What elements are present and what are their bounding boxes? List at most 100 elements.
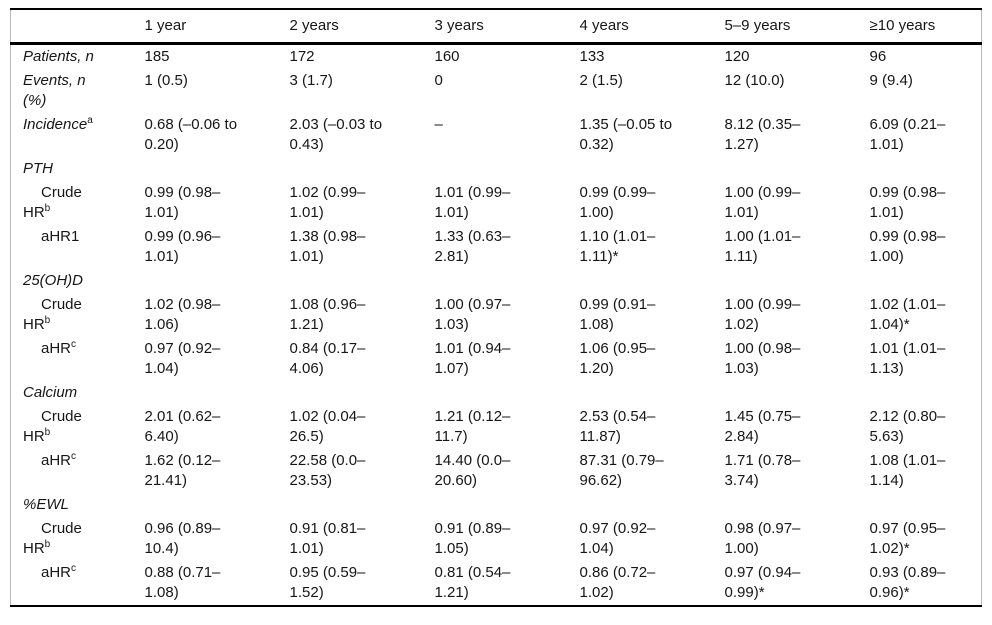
table-row: PTH [11,157,982,181]
footnote-marker: b [44,539,51,550]
data-cell: 160 [434,48,460,65]
row-label: Crude HR [23,296,82,333]
data-cell [143,493,288,517]
data-cell: 133 [579,48,605,65]
data-cell: 0.97 (0.95–1.02)* [869,520,946,557]
row-label-cell: aHRc [11,561,143,606]
row-label: %EWL [23,496,69,513]
data-cell: 1.45 (0.75–2.84) [724,408,801,445]
data-cell: 1.21 (0.12–11.7) [434,408,511,445]
data-cell: 0.98 (0.97–1.00) [724,520,801,557]
row-label: Events, n (%) [23,72,86,109]
data-cell: 1.00 (0.99–1.02) [724,296,801,333]
table-row: %EWL [11,493,982,517]
data-cell: 0.99 (0.98–1.01) [144,184,221,221]
data-cell: 0.68 (–0.06 to 0.20) [144,116,238,153]
row-label-cell: Crude HRb [11,517,143,561]
data-cell: 172 [289,48,315,65]
data-cell: 2.12 (0.80–5.63) [869,408,946,445]
row-label: Calcium [23,384,78,401]
data-cell: 0.99 (0.91–1.08) [579,296,656,333]
row-label-header [11,9,143,44]
table-row: Crude HRb 2.01 (0.62–6.40) 1.02 (0.04–26.5… [11,405,982,449]
row-label-cell: Incidencea [11,113,143,157]
data-cell [288,493,433,517]
data-cell [868,157,982,181]
row-label-cell: PTH [11,157,143,181]
table-row: Incidencea 0.68 (–0.06 to 0.20) 2.03 (–0.0… [11,113,982,157]
data-cell: 0.91 (0.81–1.01) [289,520,366,557]
data-cell: 1.35 (–0.05 to 0.32) [579,116,673,153]
data-cell: 0.93 (0.89–0.96)* [869,564,946,601]
table-body: Patients, n 185 172 160 133 120 96 Events, n (%… [11,44,982,607]
data-cell: 6.09 (0.21–1.01) [869,116,946,153]
data-cell [288,157,433,181]
header-row: 1 year 2 years 3 years 4 years 5–9 years ≥10 … [10,9,982,44]
data-cell [143,157,288,181]
column-header: 1 year [144,17,187,34]
row-label: PTH [23,160,53,177]
row-label-cell: Crude HRb [11,405,143,449]
data-cell: 22.58 (0.0–23.53) [289,452,366,489]
table-row: Crude HRb 0.99 (0.98–1.01) 1.02 (0.99–1.01… [11,181,982,225]
table-header: 1 year 2 years 3 years 4 years 5–9 years ≥10 … [10,9,982,44]
row-label-cell: 25(OH)D [11,269,143,293]
data-cell [723,269,868,293]
data-cell [578,269,723,293]
data-cell: 0.97 (0.92–1.04) [579,520,656,557]
data-cell: 120 [724,48,750,65]
column-header: 2 years [289,17,339,34]
data-cell [578,381,723,405]
row-label: aHR [41,452,72,469]
data-cell: 0.88 (0.71–1.08) [144,564,221,601]
data-cell [868,269,982,293]
data-cell: 0.97 (0.92–1.04) [144,340,221,377]
footnote-marker: b [44,427,51,438]
table-row: Calcium [11,381,982,405]
table-row: Crude HRb 0.96 (0.89–10.4) 0.91 (0.81–1.01… [11,517,982,561]
data-cell: 1.10 (1.01–1.11)* [579,228,656,265]
data-cell: 1.01 (0.94–1.07) [434,340,511,377]
data-cell: 12 (10.0) [724,72,785,89]
data-cell: 0.99 (0.99–1.00) [579,184,656,221]
data-cell: 1.33 (0.63–2.81) [434,228,511,265]
table-row: aHRc 0.88 (0.71–1.08) 0.95 (0.59–1.52) 0.81… [11,561,982,606]
data-cell [433,269,578,293]
footnote-marker: b [44,203,51,214]
data-cell: 1.01 (0.99–1.01) [434,184,511,221]
data-cell [723,157,868,181]
data-cell: 2.03 (–0.03 to 0.43) [289,116,383,153]
data-cell: 3 (1.7) [289,72,333,89]
data-cell: 1.71 (0.78–3.74) [724,452,801,489]
data-cell: 1.00 (0.98–1.03) [724,340,801,377]
row-label: Crude HR [23,520,82,557]
data-cell: 1.62 (0.12–21.41) [144,452,221,489]
data-cell: 96 [869,48,887,65]
data-cell [143,269,288,293]
data-cell [433,157,578,181]
table-row: Crude HRb 1.02 (0.98–1.06) 1.08 (0.96–1.21… [11,293,982,337]
column-header: 5–9 years [724,17,791,34]
data-cell [868,381,982,405]
data-cell: 1.00 (1.01–1.11) [724,228,801,265]
table-row: Events, n (%) 1 (0.5) 3 (1.7) 0 2 (1.5) 12 (1… [11,69,982,113]
data-cell: 0.96 (0.89–10.4) [144,520,221,557]
data-cell: 1.02 (1.01–1.04)* [869,296,946,333]
footnote-marker: c [71,451,77,462]
data-cell: 0.97 (0.94–0.99)* [724,564,801,601]
results-table: 1 year 2 years 3 years 4 years 5–9 years ≥10 … [10,8,982,607]
data-cell: 1.38 (0.98–1.01) [289,228,366,265]
table-row: Patients, n 185 172 160 133 120 96 [11,44,982,70]
row-label: aHR1 [41,228,80,245]
row-label-cell: Calcium [11,381,143,405]
data-cell: 0.99 (0.98–1.01) [869,184,946,221]
column-header: 4 years [579,17,629,34]
row-label-cell: %EWL [11,493,143,517]
data-cell: 0.81 (0.54–1.21) [434,564,511,601]
footnote-marker: a [87,115,93,126]
data-cell: 0 [434,72,443,89]
row-label: aHR [41,340,72,357]
data-cell: 1.02 (0.98–1.06) [144,296,221,333]
data-cell: 2.53 (0.54–11.87) [579,408,656,445]
row-label-cell: Crude HRb [11,293,143,337]
